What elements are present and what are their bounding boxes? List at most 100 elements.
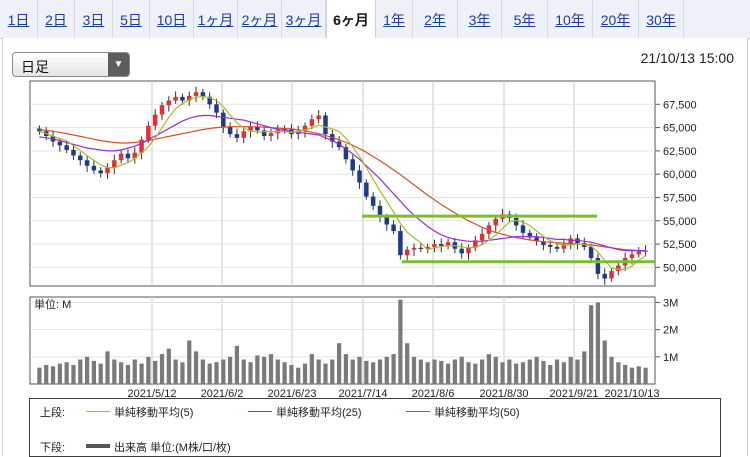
price-tick-label: 50,000 [663,262,697,274]
candle-body [432,244,437,247]
volume-bar [84,356,90,384]
candle-body [221,112,226,127]
volume-bar [302,363,308,384]
tab-period-6[interactable]: 2ヶ月 [238,0,282,38]
tab-period-3[interactable]: 5日 [113,0,150,38]
volume-bar [234,345,240,384]
volume-bar [568,356,573,384]
volume-bar [500,362,505,384]
tab-period-9[interactable]: 1年 [376,0,413,38]
volume-bar [480,359,485,384]
volume-bar [180,362,185,384]
candle-body [568,238,573,245]
chart-legend: 上段: 単純移動平均(5) 単純移動平均(25) 単純移動平均(50) 下段: … [29,398,721,457]
tab-period-11[interactable]: 3年 [458,0,502,38]
tab-period-4[interactable]: 10日 [150,0,194,38]
volume-bar [357,356,362,384]
volume-bar [616,362,621,384]
candle-body [384,217,390,225]
candle-body [534,237,539,242]
tab-period-7[interactable]: 3ヶ月 [282,0,326,38]
legend-volume-label: 出来高 単位:(M株/口/枚) [114,442,231,454]
candle-body [166,100,172,106]
volume-bar [425,362,430,384]
volume-bar [248,362,253,384]
volume-bar [91,360,97,384]
volume-bar [336,343,342,384]
volume-bar [132,359,137,384]
candle-body [466,247,471,254]
tab-period-8[interactable]: 6ヶ月 [326,0,376,39]
candle-body [588,246,594,259]
volume-bar [316,359,321,384]
candle-body [268,133,274,136]
volume-bar [466,362,471,384]
tab-period-10[interactable]: 2年 [413,0,458,38]
candle-body [112,160,117,168]
x-tick-label: 2021/8/6 [412,388,455,400]
volume-bar [541,360,546,384]
tab-period-14[interactable]: 20年 [593,0,639,38]
volume-bar [78,359,83,384]
price-tick-label: 55,000 [663,216,697,228]
candle-body [91,165,97,171]
volume-bar [514,363,519,384]
x-tick-label: 2021/10/13 [604,388,659,400]
volume-bar [520,362,526,384]
volume-bar [309,354,314,384]
volume-bar [323,363,328,384]
price-tick-label: 67,500 [663,99,697,111]
candle-body [547,245,553,247]
volume-tick-label: 2M [663,325,678,337]
candle-body [146,125,151,140]
legend-ma25-label: 単純移動平均(25) [276,407,362,419]
candle-body [527,232,533,238]
candle-body [316,115,321,120]
timestamp: 21/10/13 15:00 [640,50,734,66]
candle-body [64,145,69,150]
candle-body [159,105,165,115]
legend-ma5-label: 単純移動平均(5) [114,407,194,419]
price-tick-label: 57,500 [663,192,697,204]
candle-body [180,96,185,101]
candle-body [561,244,567,249]
chevron-down-icon[interactable]: ▼ [108,53,129,76]
volume-bar [159,354,165,384]
candle-body [370,196,376,206]
x-tick-label: 2021/5/12 [128,388,177,400]
tab-period-5[interactable]: 1ヶ月 [194,0,238,38]
volume-bar [575,359,580,384]
volume-bar [548,364,553,384]
volume-bar [262,356,267,384]
candle-body [459,248,464,254]
candle-body [71,149,76,156]
volume-bar [64,362,69,384]
volume-bar [534,356,539,384]
candle-body [84,160,90,166]
tab-period-1[interactable]: 2日 [38,0,75,38]
tab-period-13[interactable]: 10年 [548,0,593,38]
volume-bar [439,360,444,384]
price-tick-label: 52,500 [663,239,697,251]
candle-body [323,115,328,135]
volume-bar [241,359,246,384]
volume-bar [582,351,587,384]
interval-dropdown[interactable]: 日足 ▼ [12,52,130,77]
candle-body [132,152,138,159]
volume-bar [609,356,614,384]
tab-period-0[interactable]: 1日 [0,0,38,38]
legend-upper-label: 上段: [40,407,66,419]
volume-bar [405,343,410,384]
volume-bar [452,359,457,384]
volume-plot-area [29,296,656,385]
price-tick-label: 65,000 [663,123,697,135]
candle-body [193,92,199,96]
tab-period-12[interactable]: 5年 [502,0,548,38]
candle-body [439,244,444,246]
tab-period-15[interactable]: 30年 [639,0,684,38]
candle-body [425,246,430,249]
candle-body [350,159,355,171]
tab-period-2[interactable]: 3日 [75,0,113,38]
candle-body [139,139,144,153]
volume-bar [173,359,178,384]
